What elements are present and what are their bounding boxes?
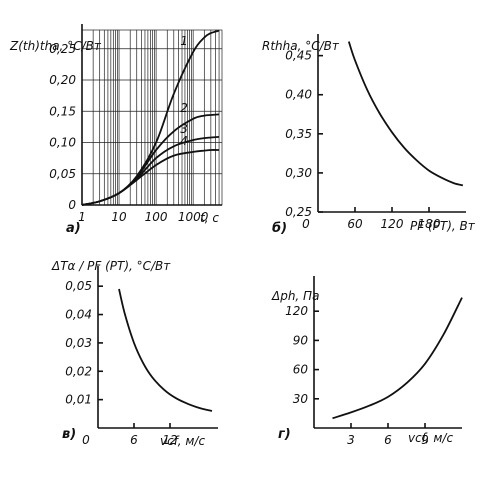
chart-panel-g: 30 60 90 120 3 6 9 Δph, Па vcf, м/с г) — [271, 276, 463, 447]
y-axis-label: Δph, Па — [271, 289, 319, 303]
x-tick-label: 1000 — [178, 210, 209, 224]
x-tick-label: 6 — [130, 433, 138, 447]
y-axis-label: Rthha, °C/Вт — [262, 39, 340, 53]
x-axis-label: vcf, м/с — [408, 431, 453, 445]
x-tick-label: 1 — [78, 210, 86, 224]
y-tick-label: 0,15 — [49, 104, 76, 118]
series-line-b-1 — [347, 41, 464, 187]
series-label: 1 — [180, 34, 188, 48]
x-tick-label: 120 — [381, 217, 404, 231]
y-tick-label: 90 — [293, 333, 309, 347]
y-tick-label: 0,05 — [65, 279, 92, 293]
y-axis-label: Z(th)tha, °C/Вт — [9, 39, 102, 53]
x-axis-label: PF (PT), Вт — [410, 219, 476, 233]
x-tick-label: 10 — [111, 210, 127, 224]
y-tick-label: 0,02 — [65, 364, 92, 378]
panel-label: б) — [272, 221, 287, 236]
series-label: 4 — [180, 134, 188, 148]
y-tick-label: 30 — [293, 392, 309, 406]
y-tick-label: 0,05 — [49, 167, 76, 181]
y-tick-label: 0,25 — [49, 42, 76, 56]
y-tick-label: 0,20 — [49, 73, 76, 87]
panel-label: в) — [62, 427, 76, 442]
y-tick-label: 0,03 — [65, 336, 92, 350]
y-tick-label: 0,01 — [65, 393, 92, 407]
y-tick-label: 120 — [285, 304, 308, 318]
y-tick-label: 0,25 — [285, 205, 312, 219]
x-tick-label: 3 — [347, 433, 355, 447]
y-tick-label: 0,45 — [285, 49, 312, 63]
plot-frame — [81, 29, 223, 206]
x-tick-label: 180 — [418, 217, 441, 231]
y-tick-label: 0,40 — [285, 88, 312, 102]
x-tick-label: 100 — [145, 210, 168, 224]
chart-panel-b: 0,25 0,30 0,35 0,40 0,45 60 120 180 0 Rthha, °C/В… — [262, 34, 476, 236]
series-label: 2 — [180, 101, 188, 115]
x-tick-label: 0 — [82, 433, 90, 447]
series-label: 3 — [180, 122, 188, 136]
x-tick-label: 60 — [347, 217, 363, 231]
chart-panel-v: 0,01 0,02 0,03 0,04 0,05 6 12 0 ΔTα / PF (PT), °… — [51, 259, 218, 448]
x-tick-label: 0 — [302, 217, 310, 231]
series-line-a-4 — [81, 149, 220, 206]
y-tick-label: 0 — [68, 198, 76, 212]
y-tick-label: 0,04 — [65, 308, 92, 322]
panel-label: а) — [66, 221, 81, 236]
y-tick-label: 60 — [293, 363, 309, 377]
y-axis-label: ΔTα / PF (PT), °C/Вт — [51, 259, 171, 273]
x-tick-label: 12 — [162, 433, 177, 447]
series-line-g-1 — [332, 297, 463, 420]
x-axis-label: vcf, м/с — [160, 434, 205, 448]
panel-label: г) — [278, 427, 291, 442]
y-tick-label: 0,35 — [285, 127, 312, 141]
x-tick-label: 9 — [421, 433, 429, 447]
y-tick-label: 0,10 — [49, 136, 76, 150]
x-axis-label: t, c — [200, 211, 219, 225]
y-tick-label: 0,30 — [285, 166, 312, 180]
grid — [81, 29, 223, 206]
series-line-v-1 — [118, 288, 213, 412]
x-tick-label: 6 — [384, 433, 392, 447]
